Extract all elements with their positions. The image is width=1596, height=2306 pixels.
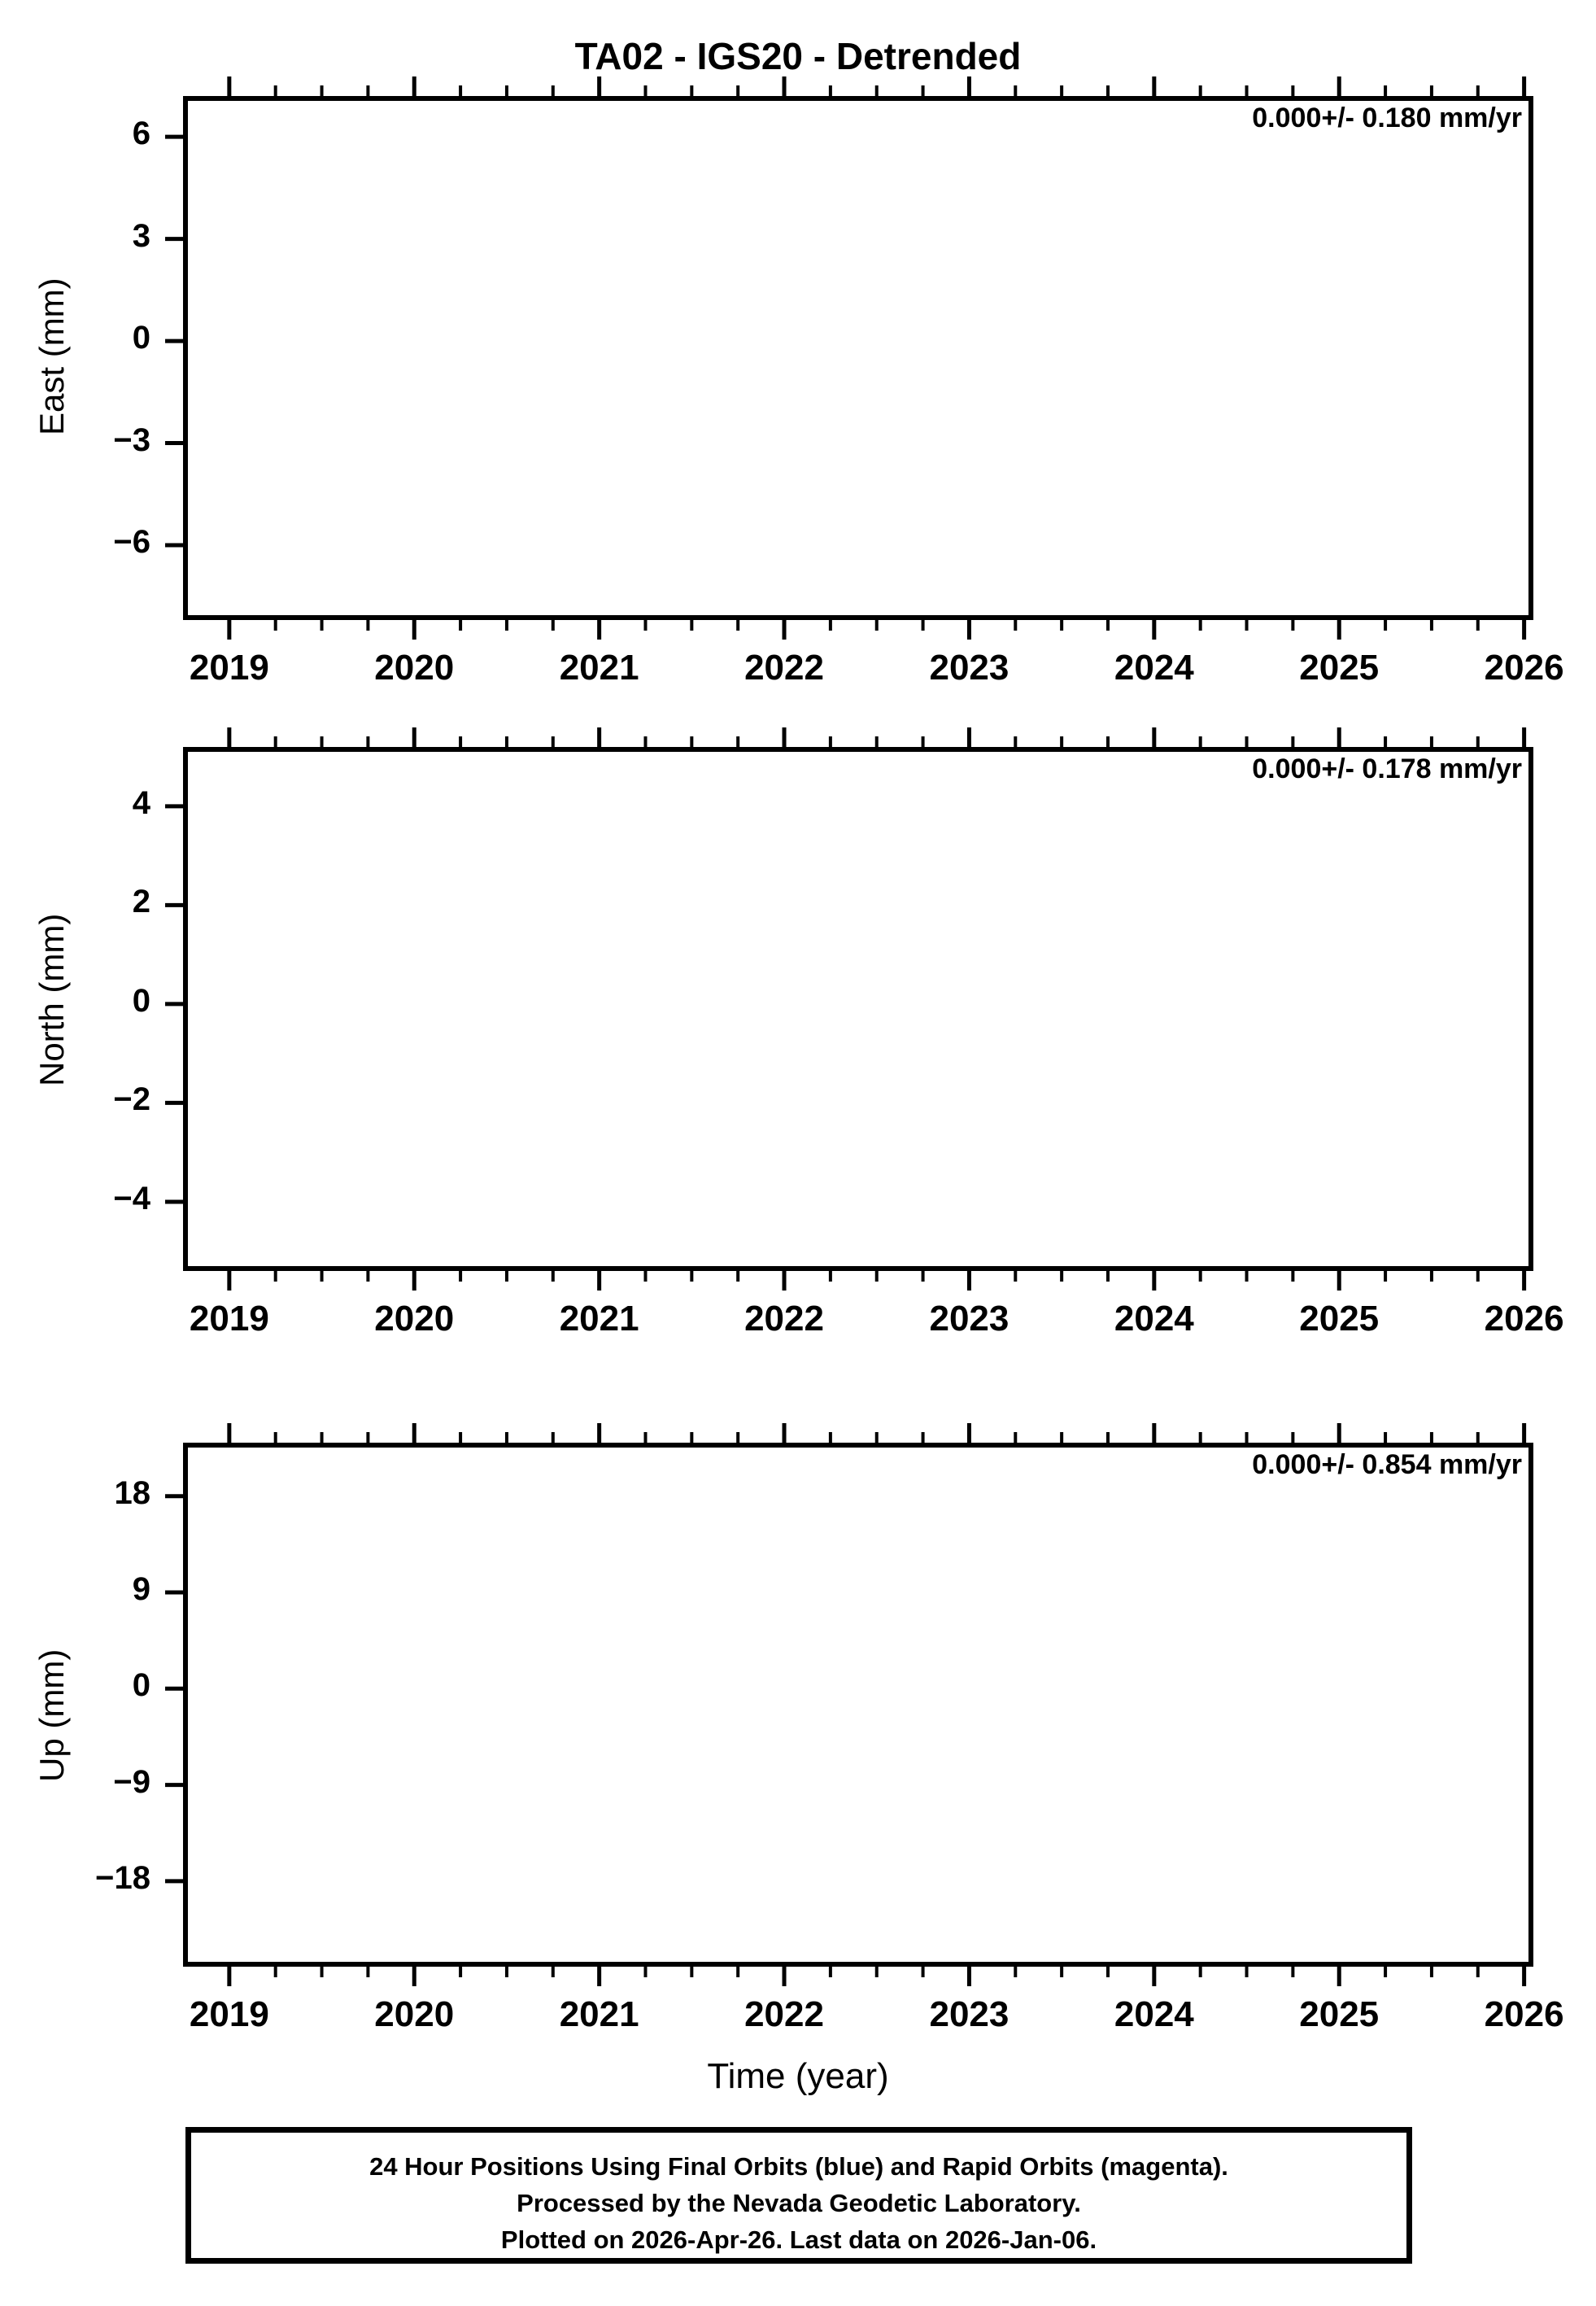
ytick-label-up-0: 18 — [114, 1474, 151, 1511]
ytick-label-north-0: 4 — [132, 784, 150, 821]
xtick-label-up-3: 2022 — [744, 1994, 824, 2034]
ticks-east — [165, 76, 1527, 640]
panel-north: 4 2 0 −2 −4 2019 2020 2021 2022 2023 2024 2025 2026 N… — [33, 727, 1564, 1339]
xtick-label-east-3: 2022 — [744, 648, 824, 688]
ytick-label-east-3: −3 — [113, 421, 150, 458]
ytick-label-north-1: 2 — [132, 884, 150, 920]
rate-annotation-east: 0.000+/- 0.180 mm/yr — [1252, 103, 1522, 133]
xtick-label-east-0: 2019 — [189, 648, 269, 688]
panel-east: 6 3 0 −3 −6 2019 2020 2021 2022 2023 2024 2025 2026 E… — [33, 76, 1564, 688]
ytick-label-east-2: 0 — [132, 320, 150, 356]
x-axis-label: Time (year) — [707, 2056, 889, 2096]
y-axis-label-east: East (mm) — [33, 277, 71, 435]
ytick-label-up-1: 9 — [132, 1571, 150, 1607]
ticks-up — [165, 1423, 1527, 1986]
xtick-label-up-2: 2021 — [559, 1994, 639, 2034]
xtick-label-east-4: 2023 — [929, 648, 1009, 688]
ytick-label-north-4: −4 — [113, 1180, 150, 1216]
ytick-label-up-2: 0 — [132, 1667, 150, 1704]
ytick-label-north-2: 0 — [132, 982, 150, 1019]
xtick-label-up-5: 2024 — [1114, 1994, 1194, 2034]
plot-frame-up — [183, 1443, 1533, 1967]
xtick-label-east-2: 2021 — [559, 648, 639, 688]
ytick-label-up-3: −9 — [113, 1763, 150, 1800]
ytick-label-east-0: 6 — [132, 116, 150, 152]
panel-up: 18 9 0 −9 −18 2019 2020 2021 2022 2023 2024 2025 202… — [33, 1423, 1564, 2034]
ytick-label-up-4: −18 — [95, 1859, 150, 1896]
caption-line-1: Processed by the Nevada Geodetic Laborat… — [517, 2189, 1081, 2217]
ytick-label-east-4: −6 — [113, 524, 150, 560]
xtick-label-north-3: 2022 — [744, 1299, 824, 1339]
xtick-label-up-6: 2025 — [1299, 1994, 1380, 2034]
xtick-label-north-0: 2019 — [189, 1299, 269, 1339]
y-axis-label-up: Up (mm) — [33, 1649, 71, 1782]
xtick-label-north-4: 2023 — [929, 1299, 1009, 1339]
xtick-label-east-5: 2024 — [1114, 648, 1194, 688]
xtick-label-north-1: 2020 — [374, 1299, 455, 1339]
xtick-label-east-7: 2026 — [1484, 648, 1564, 688]
caption-line-2: Plotted on 2026-Apr-26. Last data on 202… — [500, 2225, 1097, 2254]
ytick-label-east-1: 3 — [132, 217, 150, 254]
page-title: TA02 - IGS20 - Detrended — [574, 35, 1022, 77]
xtick-label-up-7: 2026 — [1484, 1994, 1564, 2034]
ticks-north — [165, 727, 1527, 1291]
xtick-label-north-2: 2021 — [559, 1299, 639, 1339]
rate-annotation-up: 0.000+/- 0.854 mm/yr — [1252, 1449, 1522, 1480]
xtick-label-north-7: 2026 — [1484, 1299, 1564, 1339]
rate-annotation-north: 0.000+/- 0.178 mm/yr — [1252, 753, 1522, 784]
xtick-label-up-0: 2019 — [189, 1994, 269, 2034]
caption-line-0: 24 Hour Positions Using Final Orbits (bl… — [369, 2152, 1228, 2181]
xtick-label-east-1: 2020 — [374, 648, 455, 688]
xtick-label-north-5: 2024 — [1114, 1299, 1194, 1339]
xtick-label-up-4: 2023 — [929, 1994, 1009, 2034]
plot-frame-east — [183, 96, 1533, 620]
xtick-label-east-6: 2025 — [1299, 648, 1380, 688]
xtick-label-up-1: 2020 — [374, 1994, 455, 2034]
y-axis-label-north: North (mm) — [33, 913, 71, 1086]
ytick-label-north-3: −2 — [113, 1081, 150, 1118]
plot-frame-north — [183, 747, 1533, 1271]
xtick-label-north-6: 2025 — [1299, 1299, 1380, 1339]
caption-box: 24 Hour Positions Using Final Orbits (bl… — [185, 2127, 1412, 2264]
